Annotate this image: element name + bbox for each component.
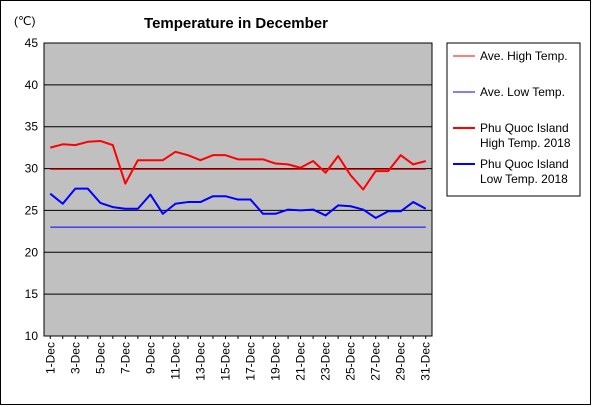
legend-label: Low Temp. 2018 (480, 172, 568, 186)
x-tick-label: 21-Dec (294, 342, 308, 381)
x-tick-label: 17-Dec (244, 342, 258, 381)
x-tick-label: 23-Dec (319, 342, 333, 381)
legend-label: High Temp. 2018 (480, 136, 571, 150)
legend-label: Ave. Low Temp. (480, 85, 565, 99)
chart-title: Temperature in December (144, 15, 328, 32)
x-tick-label: 5-Dec (93, 342, 107, 374)
grid-lines (44, 84, 432, 295)
y-tick-label: 25 (25, 203, 39, 217)
x-tick-label: 11-Dec (168, 342, 182, 380)
x-tick-label: 19-Dec (269, 342, 283, 381)
x-tick-label: 1-Dec (43, 342, 57, 374)
legend-label: Phu Quoc Island (480, 121, 569, 135)
x-axis-ticks: 1-Dec 3-Dec 5-Dec 7-Dec 9-Dec 11-Dec 13-Dec 15-… (43, 336, 433, 381)
y-tick-label: 40 (25, 78, 39, 92)
x-tick-label: 27-Dec (369, 342, 383, 381)
x-tick-label: 25-Dec (344, 342, 358, 381)
legend-entries: Ave. High Temp. Ave. Low Temp. Phu Quoc Is… (453, 49, 571, 186)
legend (446, 42, 581, 197)
series-line-3 (50, 139, 426, 191)
y-tick-label: 35 (25, 120, 39, 134)
x-tick-label: 15-Dec (218, 342, 232, 381)
x-tick-label: 13-Dec (193, 342, 207, 381)
plot-area (43, 42, 433, 337)
y-tick-label: 10 (25, 329, 39, 343)
series-lines (49, 139, 427, 228)
y-tick-label: 30 (25, 162, 39, 176)
y-axis-unit-label: (℃) (14, 14, 35, 28)
x-tick-label: 3-Dec (68, 342, 82, 374)
y-axis-ticks: 10 15 20 25 30 35 40 45 (25, 36, 39, 343)
legend-label: Ave. High Temp. (480, 49, 568, 63)
series-line-4 (49, 187, 427, 219)
x-tick-label: 29-Dec (394, 342, 408, 381)
y-tick-label: 20 (25, 245, 39, 259)
legend-label: Phu Quoc Island (480, 157, 569, 171)
y-tick-label: 15 (25, 287, 39, 301)
x-tick-label: 9-Dec (143, 342, 157, 374)
x-tick-label: 7-Dec (118, 342, 132, 374)
x-tick-label: 31-Dec (419, 342, 433, 381)
y-tick-label: 45 (25, 36, 39, 50)
